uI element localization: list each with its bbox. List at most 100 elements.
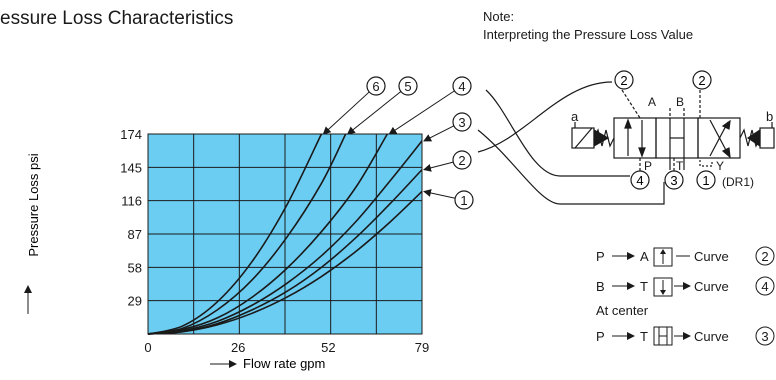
- drain-label: (DR1): [722, 175, 754, 189]
- callout-leader: [423, 161, 454, 172]
- legend-symbol: [653, 247, 673, 267]
- env1-arrow-up-head: [624, 118, 632, 129]
- port-label-P: P: [644, 159, 652, 173]
- valve-callout-circle: [696, 170, 716, 190]
- y-tick-label: 116: [121, 194, 142, 209]
- callout-leader: [423, 189, 456, 199]
- legend-curve: 3: [761, 329, 768, 344]
- callout-circle: [452, 150, 472, 170]
- note-text: Interpreting the Pressure Loss Value: [483, 27, 694, 42]
- callout-leader: [423, 125, 455, 142]
- leader-2-left: [621, 89, 641, 119]
- valve-callout-2a: 2: [620, 73, 627, 88]
- x-tick-label: 26: [231, 340, 245, 355]
- curve-5: [147, 133, 347, 335]
- y-tick-label: 174: [120, 127, 142, 142]
- y-tick-label: 29: [128, 294, 142, 309]
- callout-label: 2: [458, 153, 465, 168]
- valve-callout-2b: 2: [698, 73, 705, 88]
- y-tick-label: 87: [128, 227, 142, 242]
- flow-legend: P A Curve 2 B T Curve 4 At center: [596, 246, 775, 346]
- connector-3: [477, 129, 665, 205]
- legend-symbol-head: [660, 290, 666, 295]
- connector-4: [485, 89, 630, 177]
- callout-circle: [454, 190, 474, 210]
- pressure-loss-chart: 29 58 87 116 145 174 0 26 52 79 1 2 3 4 5 6: [120, 76, 474, 355]
- curves: [147, 133, 423, 335]
- legend-symbol: [653, 326, 673, 346]
- connector-2: [477, 81, 613, 153]
- callout-label: 5: [404, 79, 411, 94]
- port-label-T: T: [676, 159, 684, 173]
- valve-callout-circle: [664, 170, 684, 190]
- solenoid-a-line: [574, 127, 593, 149]
- curve-2: [147, 169, 423, 335]
- port-Y-drain: [699, 160, 713, 167]
- callout-leader: [346, 91, 402, 135]
- legend-curve-circle: [755, 246, 775, 266]
- legend-curve-circle: [755, 326, 775, 346]
- valve-symbol: [477, 81, 775, 205]
- port-label-A: A: [648, 95, 656, 109]
- legend-at-center: At center: [596, 303, 649, 318]
- env1-arrow-down-head: [638, 147, 646, 158]
- solenoid-b: [759, 127, 775, 149]
- spring-left: [593, 128, 615, 148]
- legend-to: T: [640, 329, 648, 344]
- page-title: essure Loss Characteristics: [0, 8, 234, 29]
- y-axis-label-group: Pressure Loss psi: [24, 153, 41, 314]
- env3-arrow-1-head: [721, 119, 731, 130]
- curve-3: [147, 140, 423, 335]
- port-label-Y: Y: [716, 159, 724, 173]
- callout-label: 3: [458, 115, 465, 130]
- x-tick-label: 79: [415, 340, 429, 355]
- port-label-B: B: [676, 95, 684, 109]
- legend-to: T: [640, 279, 648, 294]
- valve-callout-circle: [630, 170, 650, 190]
- x-axis: 0 26 52 79: [144, 340, 429, 355]
- legend-curve-label: Curve: [694, 279, 729, 294]
- legend-to: A: [640, 249, 649, 264]
- legend-row: B T Curve 4: [596, 276, 775, 297]
- x-axis-label: Flow rate gpm: [243, 356, 325, 371]
- curve-6: [147, 133, 323, 335]
- port-label-a: a: [571, 109, 579, 124]
- legend-row: P T Curve 3: [596, 326, 775, 346]
- valve-callout-1: 1: [702, 173, 709, 188]
- legend-curve-label: Curve: [694, 329, 729, 344]
- legend-curve: 4: [761, 279, 768, 294]
- callout-label: 4: [458, 79, 465, 94]
- legend-from: P: [596, 329, 605, 344]
- solenoid-b-arrow: [746, 128, 761, 148]
- env3-arrow-2: [709, 119, 729, 155]
- env3-arrow-2-head: [721, 147, 731, 159]
- y-tick-label: 145: [120, 160, 142, 175]
- x-tick-label: 0: [144, 340, 151, 355]
- valve-callout-3: 3: [670, 173, 677, 188]
- valve-callout-4: 4: [636, 173, 643, 188]
- callout-circle: [398, 76, 418, 96]
- y-axis: 29 58 87 116 145 174: [120, 127, 142, 309]
- callout-circle: [452, 76, 472, 96]
- note: Note: Interpreting the Pressure Loss Val…: [483, 8, 693, 44]
- legend-symbol: [653, 277, 673, 297]
- y-axis-label: Pressure Loss psi: [26, 153, 41, 256]
- valve-callout-circle: [614, 70, 634, 90]
- callout-label: 6: [372, 79, 379, 94]
- curve-4: [147, 133, 389, 335]
- legend-from: P: [596, 249, 605, 264]
- y-tick-label: 58: [128, 260, 142, 275]
- x-tick-label: 52: [321, 340, 335, 355]
- curve-callouts: 1 2 3 4 5 6: [322, 76, 474, 210]
- x-axis-label-group: Flow rate gpm: [210, 356, 325, 371]
- envelope-1: [613, 117, 657, 159]
- valve-callout-circle: [692, 70, 712, 90]
- valve-labels: a b A B P T Y (DR1): [571, 95, 773, 189]
- callout-label: 1: [460, 193, 467, 208]
- callout-leader: [388, 90, 455, 135]
- legend-curve-label: Curve: [694, 249, 729, 264]
- callout-circle: [452, 112, 472, 132]
- valve-callouts: 2 2 4 3 1: [614, 70, 716, 190]
- legend-symbol-head: [660, 249, 666, 254]
